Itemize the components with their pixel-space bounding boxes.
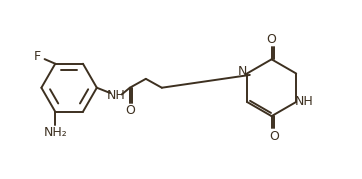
- Text: NH: NH: [107, 89, 126, 102]
- Text: O: O: [269, 130, 279, 142]
- Text: NH₂: NH₂: [43, 126, 67, 139]
- Text: NH: NH: [295, 95, 313, 108]
- Text: F: F: [34, 50, 41, 63]
- Text: O: O: [125, 104, 135, 117]
- Text: O: O: [267, 33, 277, 46]
- Text: N: N: [237, 65, 247, 78]
